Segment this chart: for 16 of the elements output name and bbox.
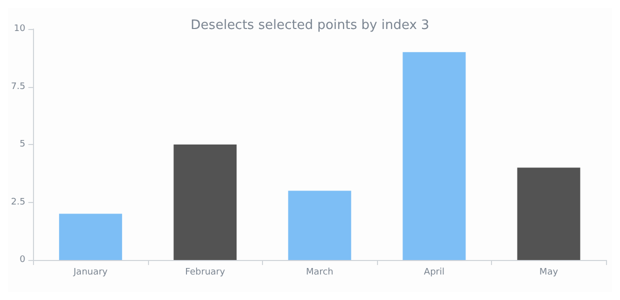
y-tick-label: 0 [20,255,26,265]
y-tick-label: 7.5 [10,82,26,92]
bar [517,168,580,260]
x-tick-label: March [306,268,334,278]
y-tick-label: 10 [14,24,26,34]
x-tick-label: May [539,268,559,278]
bar [402,52,466,260]
x-tick-label: April [424,268,444,278]
bar [288,190,352,260]
y-tick-label: 5 [20,140,26,150]
x-tick-label: January [72,268,108,278]
bar [59,214,122,260]
bar [174,144,237,260]
chart-title: Deselects selected points by index 3 [190,18,430,33]
y-tick-label: 2.5 [10,197,26,208]
x-tick-label: February [185,268,226,278]
